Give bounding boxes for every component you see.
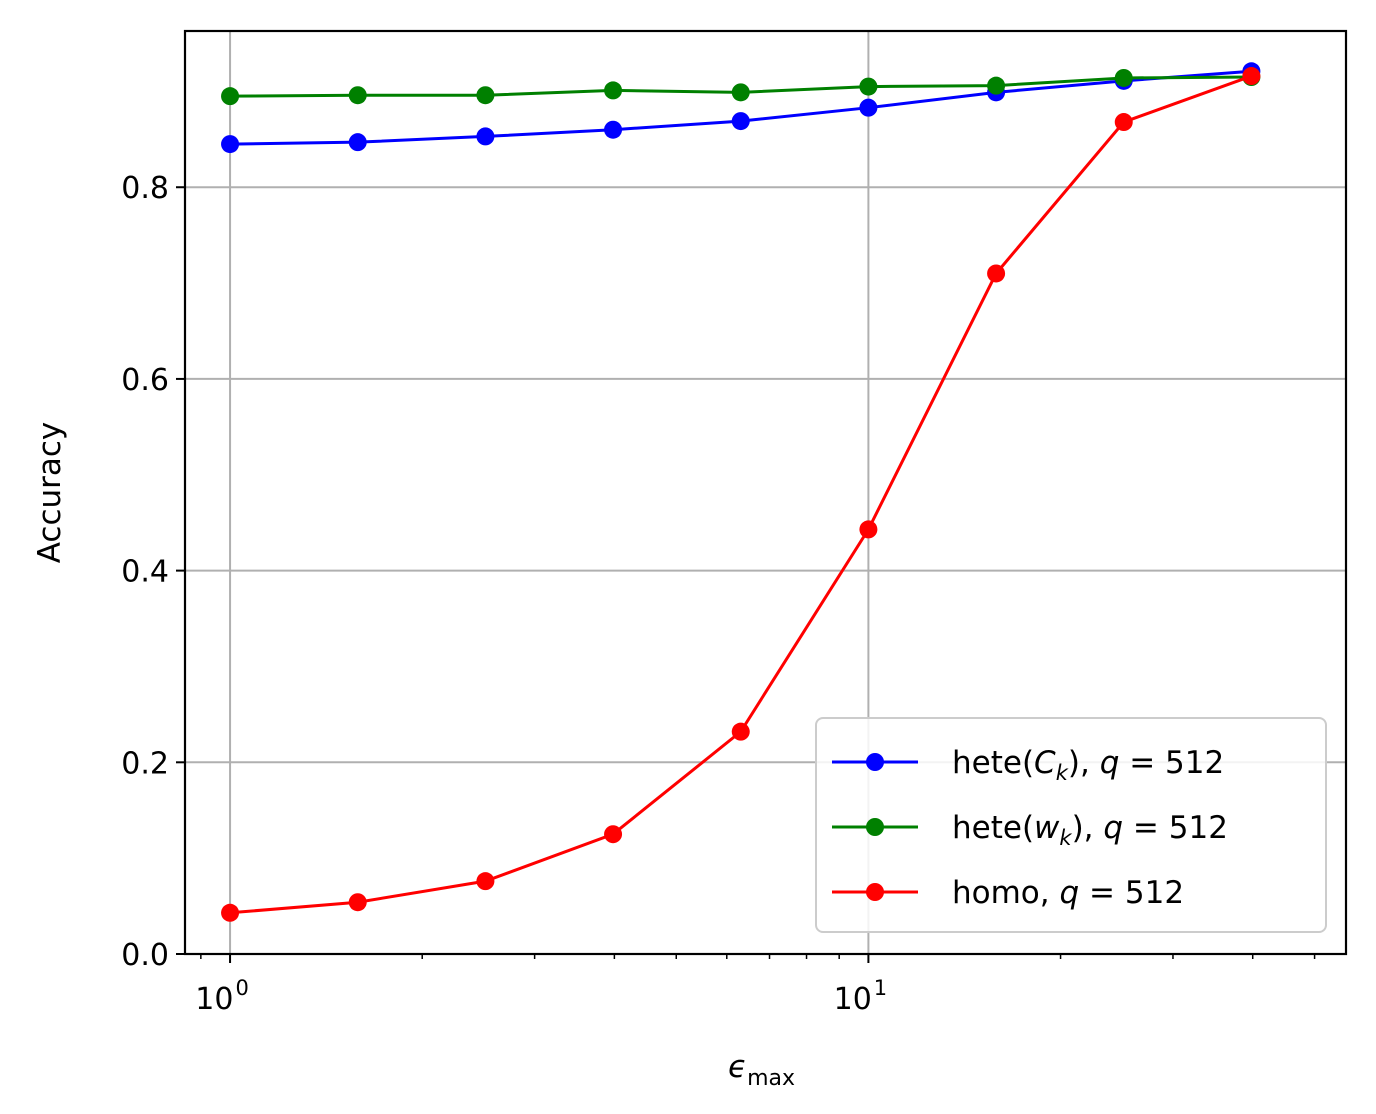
data-point bbox=[859, 77, 878, 96]
x-axis-label: ϵmax bbox=[728, 1049, 795, 1091]
data-point bbox=[731, 722, 750, 741]
data-point bbox=[476, 86, 495, 105]
data-point bbox=[604, 825, 623, 844]
y-axis-label: Accuracy bbox=[32, 422, 68, 564]
data-point bbox=[348, 86, 367, 105]
data-point bbox=[604, 81, 623, 100]
y-tick-label: 0.2 bbox=[121, 746, 169, 781]
y-tick-label: 0.8 bbox=[121, 171, 169, 206]
legend-box bbox=[815, 717, 1327, 933]
data-point bbox=[987, 264, 1006, 283]
legend-entry-hete(w_k): hete(wk), q = 512 bbox=[832, 810, 1228, 850]
data-point bbox=[859, 98, 878, 117]
data-point bbox=[731, 112, 750, 131]
data-point bbox=[859, 520, 878, 539]
data-point bbox=[476, 127, 495, 146]
legend-entry-hete(C_k): hete(Ck), q = 512 bbox=[832, 745, 1224, 785]
y-tick-label: 0.0 bbox=[121, 938, 169, 973]
data-point bbox=[221, 87, 240, 106]
legend-label: hete(wk), q = 512 bbox=[952, 810, 1228, 850]
legend-label: homo, q = 512 bbox=[952, 875, 1184, 911]
series-homo bbox=[221, 67, 1261, 922]
plot-frame bbox=[183, 29, 1348, 956]
series-layer bbox=[221, 62, 1261, 922]
data-point bbox=[1114, 68, 1133, 87]
data-point bbox=[348, 133, 367, 152]
x-axis-label-symbol: ϵ bbox=[728, 1049, 747, 1085]
x-tick-exponent: 1 bbox=[874, 976, 887, 1000]
x-tick-exponent: 0 bbox=[235, 976, 248, 1000]
data-point bbox=[348, 893, 367, 912]
legend-label: hete(Ck), q = 512 bbox=[952, 745, 1224, 785]
x-axis-label-subscript: max bbox=[747, 1066, 795, 1091]
legend-marker bbox=[866, 818, 884, 836]
data-point bbox=[221, 903, 240, 922]
data-point bbox=[604, 120, 623, 139]
y-tick-label: 0.4 bbox=[121, 555, 169, 590]
data-point bbox=[476, 872, 495, 891]
data-point bbox=[731, 83, 750, 102]
data-point bbox=[221, 135, 240, 154]
legend-marker bbox=[866, 883, 884, 901]
legend: hete(Ck), q = 512 hete(wk), q = 512 homo, … bbox=[815, 717, 1327, 933]
data-point bbox=[1242, 67, 1261, 86]
data-point bbox=[1114, 113, 1133, 132]
grid-lines bbox=[185, 31, 1346, 955]
legend-marker bbox=[866, 753, 884, 771]
legend-entry-homo: homo, q = 512 bbox=[832, 875, 1184, 911]
y-tick-label: 0.6 bbox=[121, 363, 169, 398]
data-point bbox=[987, 76, 1006, 95]
